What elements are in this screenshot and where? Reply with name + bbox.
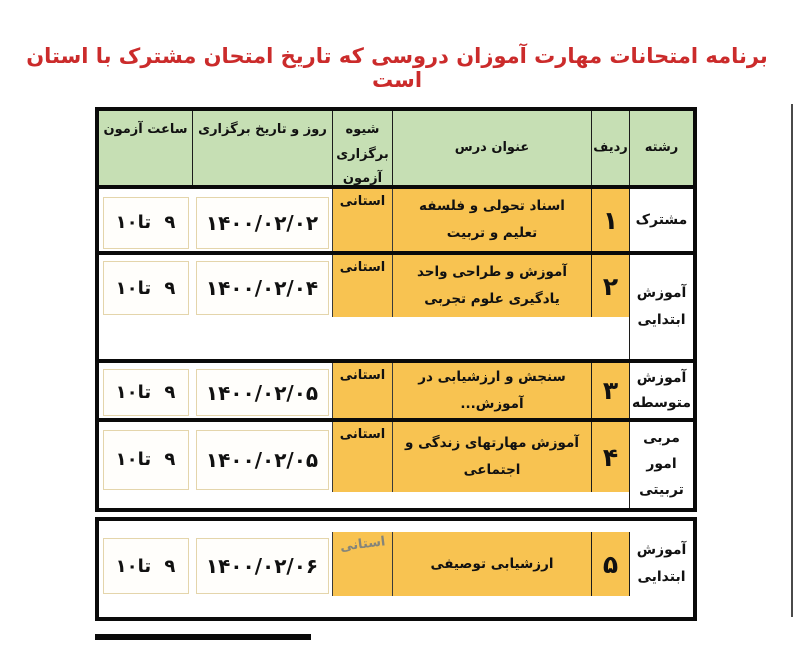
table-row: آموزش ابتدایی ۵ ارزشیابی توصیفی استانی ۱… xyxy=(95,517,697,621)
date-cell: ۱۴۰۰/۰۲/۰۴ xyxy=(192,255,332,317)
method-cell: استانی xyxy=(332,255,392,317)
field-cell: آموزش ابتدایی xyxy=(629,255,693,359)
field-cell: آموزش ابتدایی xyxy=(629,532,693,596)
date-cell: ۱۴۰۰/۰۲/۰۵ xyxy=(192,363,332,418)
course-cell: ارزشیابی توصیفی xyxy=(392,532,591,596)
course-cell: آموزش و طراحی واحد یادگیری علوم تجربی xyxy=(392,255,591,317)
course-cell: سنجش و ارزشیابی در آموزش... xyxy=(392,363,591,418)
table-header-row: رشته ردیف عنوان درس شیوه برگزاری آزمون ر… xyxy=(95,107,697,189)
time-cell: ۹ تا۱۰ xyxy=(99,189,192,251)
header-method: شیوه برگزاری آزمون xyxy=(332,111,392,185)
screenshot-edge-line xyxy=(791,104,793,617)
date-cell: ۱۴۰۰/۰۲/۰۵ xyxy=(192,422,332,492)
table-row: آموزش ابتدایی ۲ آموزش و طراحی واحد یادگی… xyxy=(95,251,697,363)
field-cell: مربی امور تربیتی xyxy=(629,422,693,508)
date-cell: ۱۴۰۰/۰۲/۰۶ xyxy=(192,532,332,596)
header-field: رشته xyxy=(629,111,693,185)
row-number-cell: ۵ xyxy=(591,532,629,596)
exam-schedule-table: رشته ردیف عنوان درس شیوه برگزاری آزمون ر… xyxy=(95,107,697,621)
row-number-cell: ۳ xyxy=(591,363,629,418)
course-cell: اسناد تحولی و فلسفه تعلیم و تربیت xyxy=(392,189,591,251)
method-cell: استانی xyxy=(332,189,392,251)
time-cell: ۹ تا۱۰ xyxy=(99,363,192,418)
row-number-cell: ۲ xyxy=(591,255,629,317)
field-cell: آموزش متوسطه xyxy=(629,363,693,418)
time-cell: ۹ تا۱۰ xyxy=(99,255,192,317)
header-course: عنوان درس xyxy=(392,111,591,185)
date-cell: ۱۴۰۰/۰۲/۰۲ xyxy=(192,189,332,251)
time-cell: ۹ تا۱۰ xyxy=(99,422,192,492)
method-cell: استانی xyxy=(332,532,392,596)
page-title: برنامه امتحانات مهارت آموزان دروسی که تا… xyxy=(26,44,768,92)
table-row: آموزش متوسطه ۳ سنجش و ارزشیابی در آموزش.… xyxy=(95,359,697,422)
screenshot-artifact-bar xyxy=(95,634,311,640)
method-cell: استانی xyxy=(332,363,392,418)
header-date: روز و تاریخ برگزاری xyxy=(192,111,332,185)
course-cell: آموزش مهارتهای زندگی و اجتماعی xyxy=(392,422,591,492)
header-row-number: ردیف xyxy=(591,111,629,185)
row-number-cell: ۴ xyxy=(591,422,629,492)
table-row: مربی امور تربیتی ۴ آموزش مهارتهای زندگی … xyxy=(95,418,697,512)
field-cell: مشترک xyxy=(629,189,693,251)
method-cell: استانی xyxy=(332,422,392,492)
header-time: ساعت آزمون xyxy=(99,111,192,185)
time-cell: ۹ تا۱۰ xyxy=(99,532,192,596)
row-number-cell: ۱ xyxy=(591,189,629,251)
table-row: مشترک ۱ اسناد تحولی و فلسفه تعلیم و تربی… xyxy=(95,185,697,255)
